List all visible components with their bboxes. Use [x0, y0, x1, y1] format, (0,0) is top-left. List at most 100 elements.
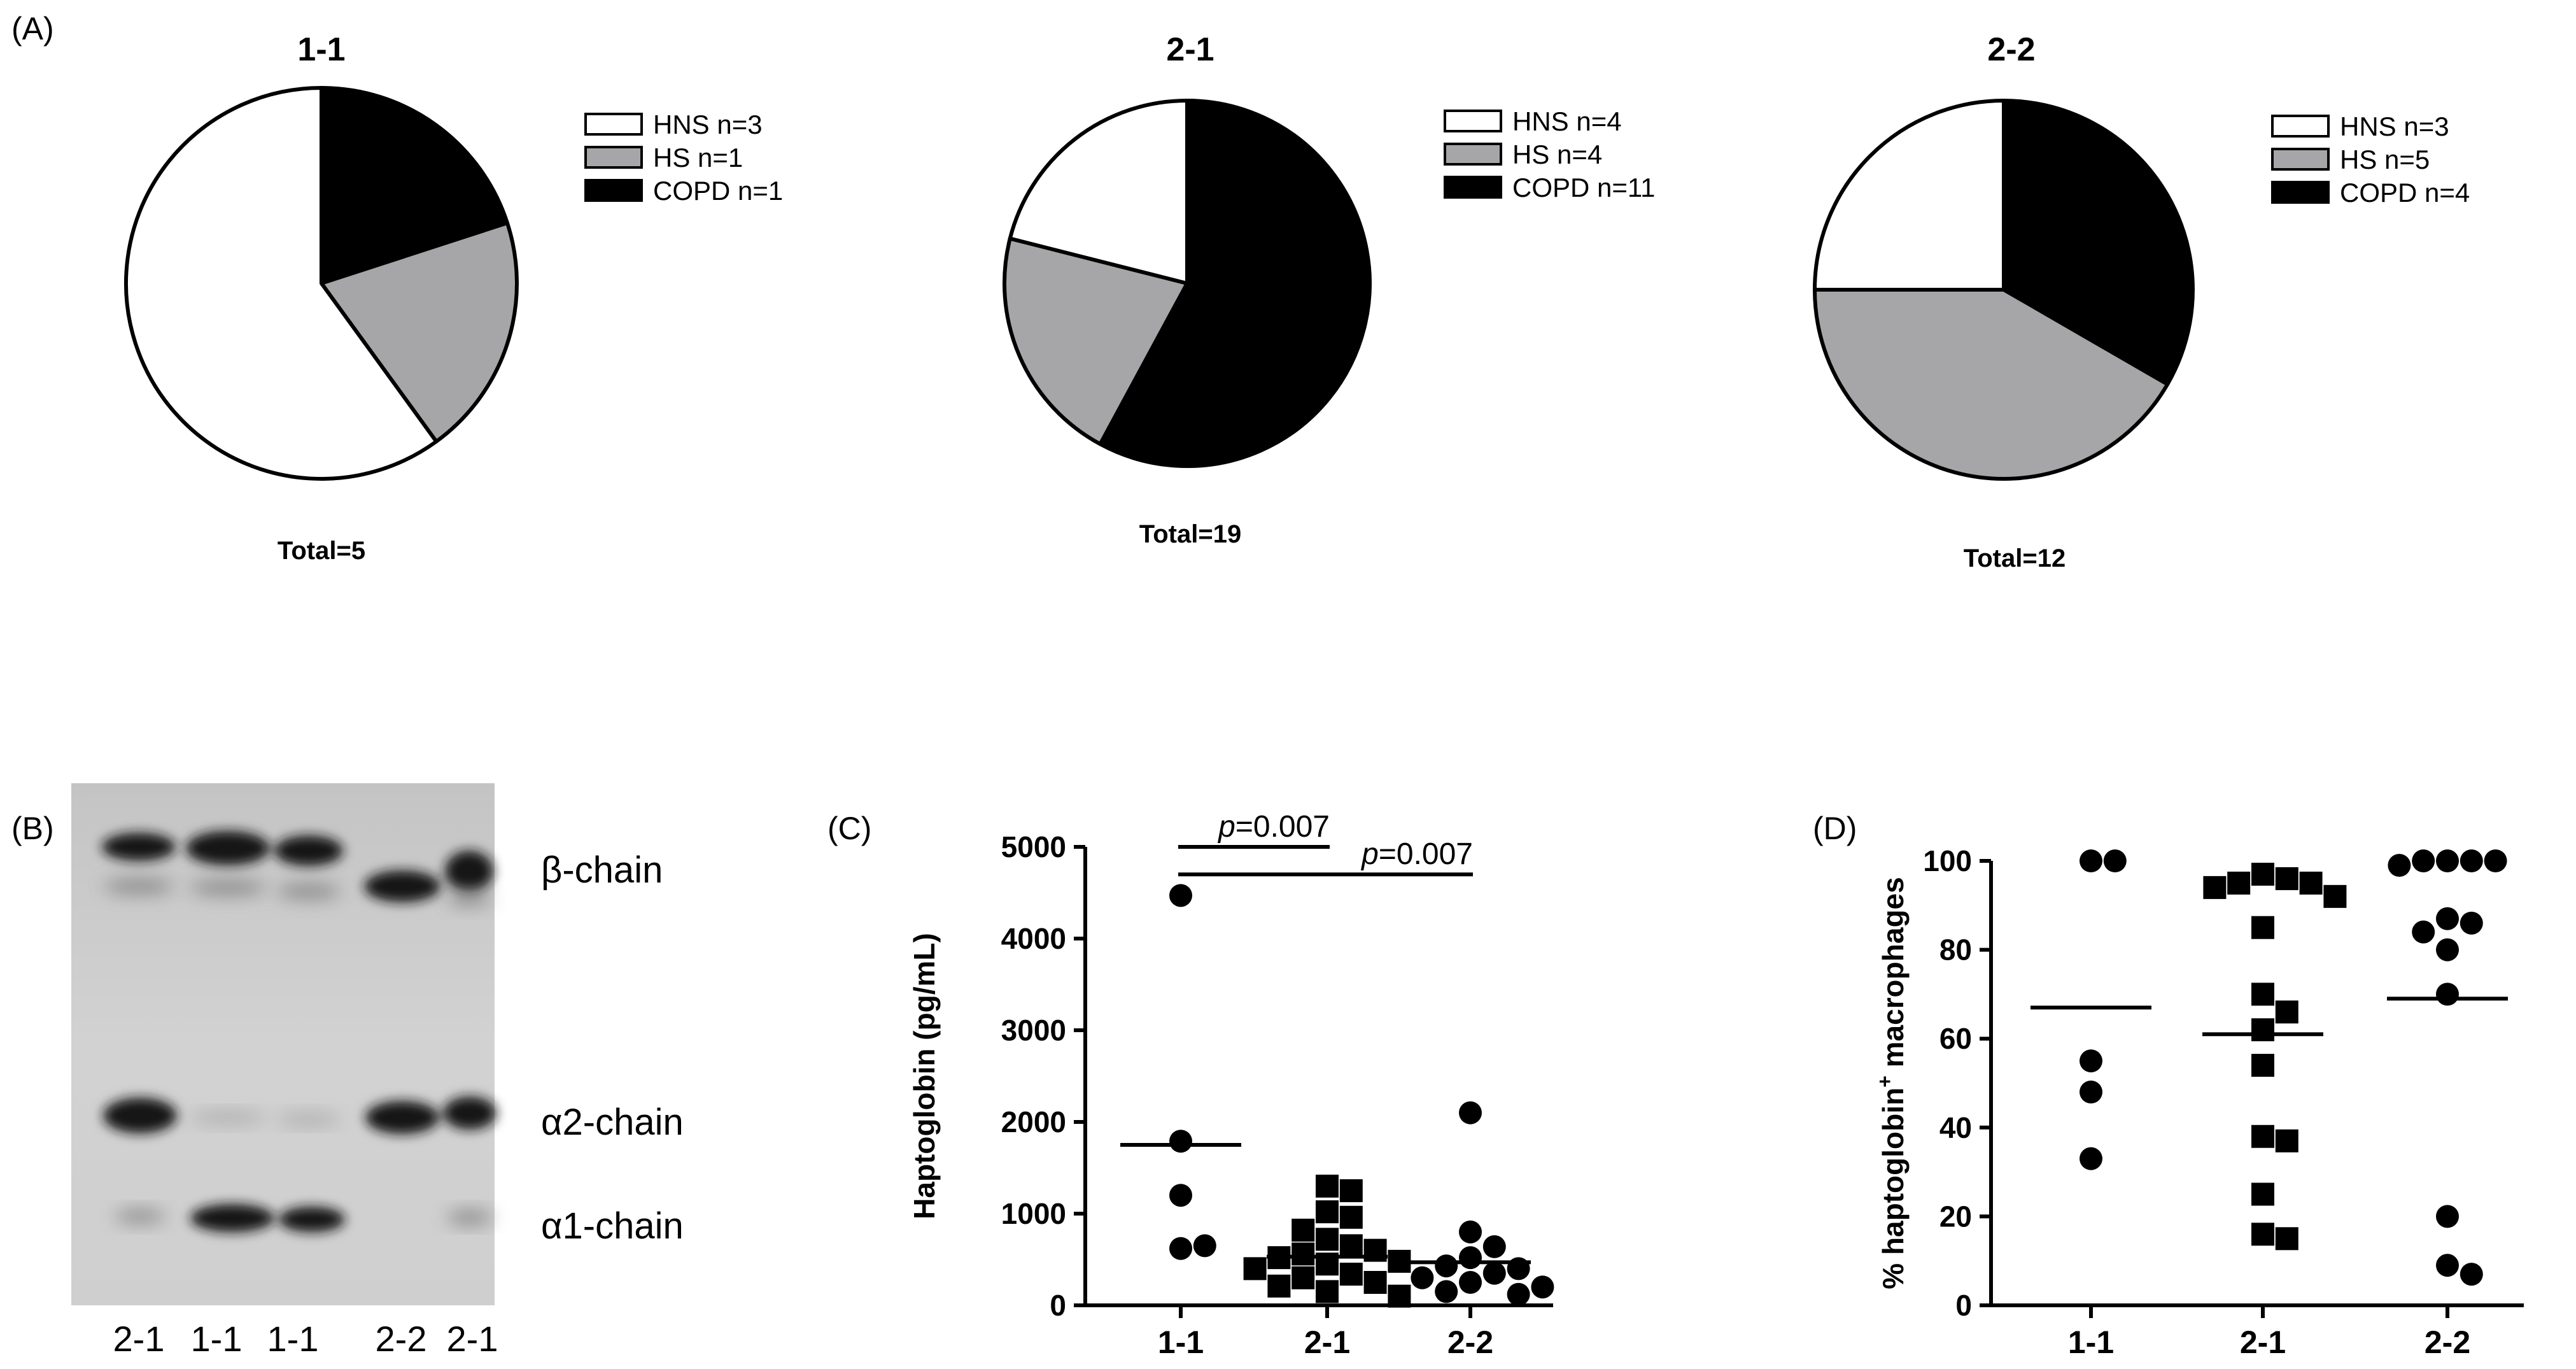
legend-swatch-copd [584, 179, 643, 202]
pie-chart-2-2: 2-2 Total=12 HNS n=3 HS n=5 COPD n=4 [1813, 31, 2470, 572]
data-point-circle [2080, 1080, 2102, 1103]
scatter-plot-haptoglobin-concentration: 0 1000 2000 3000 4000 5000 Haptoglobin (pg/mL)… [908, 810, 1554, 1360]
pie-chart-2-1: 2-1 Total=19 HNS n=4HS n=4 COPD n=11 [1002, 31, 1656, 548]
legend-swatch-copd [2271, 181, 2330, 204]
data-point-circle [1459, 1246, 1482, 1270]
pie-total-label: Total=5 [278, 537, 365, 565]
data-point-square [1388, 1284, 1411, 1308]
data-point-square [1292, 1266, 1315, 1289]
pie-slice-copd [320, 86, 509, 285]
data-point-circle [2436, 982, 2459, 1006]
lane-label: 1-1 [267, 1319, 319, 1359]
alpha1-chain-faint-bands [115, 1209, 493, 1225]
data-point-circle [2080, 849, 2102, 872]
x-tick-label: 2-2 [2425, 1324, 2470, 1360]
pie-slice-hns [1008, 99, 1189, 285]
pie-slice-hs [320, 221, 519, 444]
y-tick-label: 5000 [1001, 830, 1066, 863]
legend-label-copd: COPD n=1 [653, 176, 783, 206]
alpha1-chain-bands [190, 1204, 345, 1232]
y-tick-label: 40 [1939, 1111, 1972, 1144]
legend-swatch-hs [584, 146, 643, 169]
legend-swatch-copd [1444, 176, 1502, 199]
data-point-circle [2080, 1049, 2102, 1073]
data-point-square [1388, 1249, 1411, 1273]
pie-slice-hns [124, 86, 439, 481]
y-axis-label: Haptoglobin (pg/mL) [908, 933, 941, 1219]
data-point-square [1292, 1242, 1315, 1266]
pie-slice-copd [2002, 99, 2195, 387]
data-point-circle [1169, 884, 1192, 907]
lane-label: 2-2 [376, 1319, 427, 1359]
data-point-square [2275, 867, 2298, 890]
legend-label-hs: HS n=4 [1512, 139, 1602, 169]
x-tick-label: 1-1 [2068, 1324, 2114, 1360]
data-point-square [1316, 1280, 1339, 1303]
panel-label-a: (A) [11, 11, 54, 46]
beta-chain-bands [102, 831, 493, 902]
x-tick-label: 2-1 [2240, 1324, 2286, 1360]
data-point-square [1339, 1263, 1363, 1286]
data-point-square [2323, 884, 2347, 908]
data-point-circle [1435, 1254, 1458, 1278]
lane-label: 2-1 [447, 1319, 498, 1359]
pie-legend: HNS n=4HS n=4 COPD n=11 [1444, 106, 1656, 202]
pie-slice-hs [1002, 236, 1189, 446]
data-point-circle [2436, 1205, 2459, 1228]
data-point-circle [2484, 849, 2507, 872]
y-tick-label: 100 [1923, 844, 1972, 877]
y-tick-label: 60 [1939, 1022, 1972, 1055]
data-point-circle [1482, 1235, 1506, 1258]
pie-slice-hns [1813, 99, 2006, 292]
data-point-circle [1507, 1282, 1530, 1306]
y-tick-label: 3000 [1001, 1014, 1066, 1047]
data-point-square [1316, 1228, 1339, 1251]
blot-membrane [71, 783, 495, 1305]
data-point-square [2251, 862, 2274, 886]
alpha2-chain-bands [103, 1096, 496, 1134]
legend-swatch-hns [2271, 115, 2330, 138]
legend-swatch-hns [584, 113, 643, 136]
y-tick-label: 4000 [1001, 922, 1066, 955]
data-point-square [1243, 1257, 1267, 1280]
pie-total-label: Total=19 [1139, 520, 1241, 548]
y-tick-label: 80 [1939, 933, 1972, 967]
data-point-square [2251, 916, 2274, 939]
y-tick-label: 0 [1050, 1289, 1066, 1322]
data-point-circle [1531, 1275, 1554, 1299]
panel-label-b: (B) [11, 811, 54, 846]
data-point-square [2251, 1018, 2274, 1042]
x-tick-label: 2-1 [1304, 1324, 1350, 1360]
data-point-square [2251, 1182, 2274, 1206]
band-label-beta-chain: β-chain [541, 849, 663, 891]
data-point-square [1267, 1274, 1291, 1298]
data-point-square [2227, 871, 2251, 895]
data-point-circle [1482, 1261, 1506, 1285]
y-tick-label: 0 [1955, 1289, 1972, 1322]
data-point-square [2251, 1223, 2274, 1246]
data-point-square [2203, 876, 2227, 899]
y-tick-label: 1000 [1001, 1197, 1066, 1230]
p-value-label: p=0.007 [1217, 810, 1330, 844]
panel-label-c: (C) [827, 811, 871, 846]
data-point-square [2251, 1054, 2274, 1077]
legend-label-hs: HS n=5 [2340, 145, 2430, 174]
x-tick-label: 2-2 [1447, 1324, 1493, 1360]
data-point-circle [1411, 1266, 1434, 1289]
data-point-square [1316, 1200, 1339, 1224]
western-blot: β-chain α2-chain α1-chain 2-1 1-1 1-1 2-… [71, 783, 684, 1359]
data-point-circle [1169, 1184, 1192, 1207]
data-point-circle [1193, 1234, 1216, 1258]
data-point-square [1339, 1179, 1363, 1202]
scatter-plot-haptoglobin-macrophages: 0 20 40 60 80 100 % haptoglobin+ macrophages 1-… [1873, 844, 2524, 1360]
data-point-circle [1169, 1130, 1192, 1153]
p-value-label: p=0.007 [1360, 837, 1473, 871]
legend-swatch-hns [1444, 110, 1502, 132]
data-point-circle [2460, 849, 2483, 872]
pie-title: 1-1 [297, 31, 345, 68]
data-point-circle [2436, 907, 2459, 930]
y-tick-label: 20 [1939, 1200, 1972, 1233]
legend-label-hs: HS n=1 [653, 143, 743, 173]
pie-slice-copd [1098, 99, 1372, 468]
